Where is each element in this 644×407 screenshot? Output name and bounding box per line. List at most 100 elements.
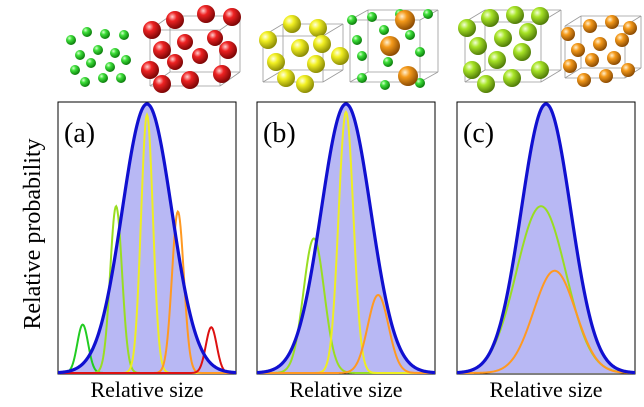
panel-label: (a) [64, 118, 95, 149]
atom [585, 53, 599, 67]
atom [357, 51, 367, 61]
atom [197, 5, 215, 23]
atom [623, 21, 637, 35]
atom [463, 61, 481, 79]
atom [86, 58, 96, 68]
atom [352, 35, 362, 45]
y-axis-label: Relative probability [20, 138, 46, 329]
crystal-right [141, 5, 241, 93]
atom [347, 15, 357, 25]
atom [469, 37, 487, 55]
envelope-curve [57, 102, 237, 375]
atom [477, 75, 495, 93]
envelope-fill [58, 104, 236, 373]
unit-cell-edge [564, 15, 582, 27]
atom [296, 75, 314, 93]
atom [177, 34, 193, 50]
panel-a-curves [57, 102, 237, 375]
crystal-right [561, 15, 642, 87]
atom [621, 63, 635, 77]
atom [383, 57, 393, 67]
envelope-curve [256, 102, 436, 375]
atom [82, 27, 92, 37]
atom [110, 48, 120, 58]
crystal-left [458, 6, 562, 93]
atom [458, 19, 476, 37]
x-axis-label: Relative size [289, 377, 402, 402]
atom [605, 15, 619, 29]
atom [561, 27, 575, 41]
atom [80, 77, 90, 87]
unit-cell-edge [219, 71, 241, 87]
atom [415, 47, 425, 57]
atom [607, 51, 621, 65]
atom [357, 73, 367, 83]
crystal-left [259, 15, 349, 93]
atom [415, 78, 425, 88]
x-axis-label: Relative size [90, 377, 203, 402]
atom [506, 6, 524, 24]
atom [367, 12, 377, 22]
atom [379, 25, 389, 35]
envelope-curve [456, 102, 636, 375]
unit-cell-edge [322, 23, 344, 37]
atom [380, 36, 400, 56]
atom [70, 65, 80, 75]
atom [309, 19, 327, 37]
unit-cell-edge [564, 67, 582, 79]
atom [100, 29, 110, 39]
atom [116, 73, 126, 83]
panel-label: (c) [463, 118, 494, 149]
crystal-left [66, 27, 131, 87]
atom [213, 65, 231, 83]
atom [181, 71, 199, 89]
atom [519, 23, 537, 41]
component-curve-5 [58, 326, 236, 374]
atom [105, 62, 115, 72]
panel-label: (b) [263, 118, 296, 149]
atom [153, 75, 171, 93]
x-axis-label: Relative size [489, 377, 602, 402]
atom [267, 53, 285, 71]
atom [571, 43, 585, 57]
atom [313, 35, 331, 53]
crystal-structures [66, 5, 642, 93]
panel-c: (c) Relative size [456, 101, 636, 402]
crystal-panel-2 [259, 9, 439, 93]
atom [398, 66, 418, 86]
atom [615, 33, 629, 47]
atom [291, 39, 309, 57]
atom [119, 30, 129, 40]
unit-cell-edge [540, 69, 562, 83]
atom [93, 45, 103, 55]
atom [121, 55, 131, 65]
crystal-panel-1 [66, 5, 241, 93]
atom [494, 29, 512, 47]
atom [531, 7, 549, 25]
panel-a: (a) Relative size [57, 101, 237, 402]
component-curve-3 [257, 293, 435, 374]
panel-b: (b) Relative size [256, 101, 436, 402]
atom [192, 48, 208, 64]
crystal-panel-3 [458, 6, 642, 93]
envelope-fill [457, 104, 635, 373]
atom [223, 8, 241, 26]
atom [166, 11, 184, 29]
panel-c-curves [456, 102, 636, 375]
atom [207, 30, 223, 46]
atom [503, 69, 521, 87]
atom [75, 50, 85, 60]
component-curve-2 [457, 269, 636, 374]
atom [380, 80, 390, 90]
atom [563, 59, 577, 73]
atom [143, 21, 161, 39]
atom [66, 35, 76, 45]
atom [513, 43, 531, 61]
atom [98, 73, 108, 83]
atom [423, 9, 433, 19]
atom [531, 61, 549, 79]
atom [141, 61, 159, 79]
atom [307, 55, 325, 73]
atom [599, 69, 613, 83]
